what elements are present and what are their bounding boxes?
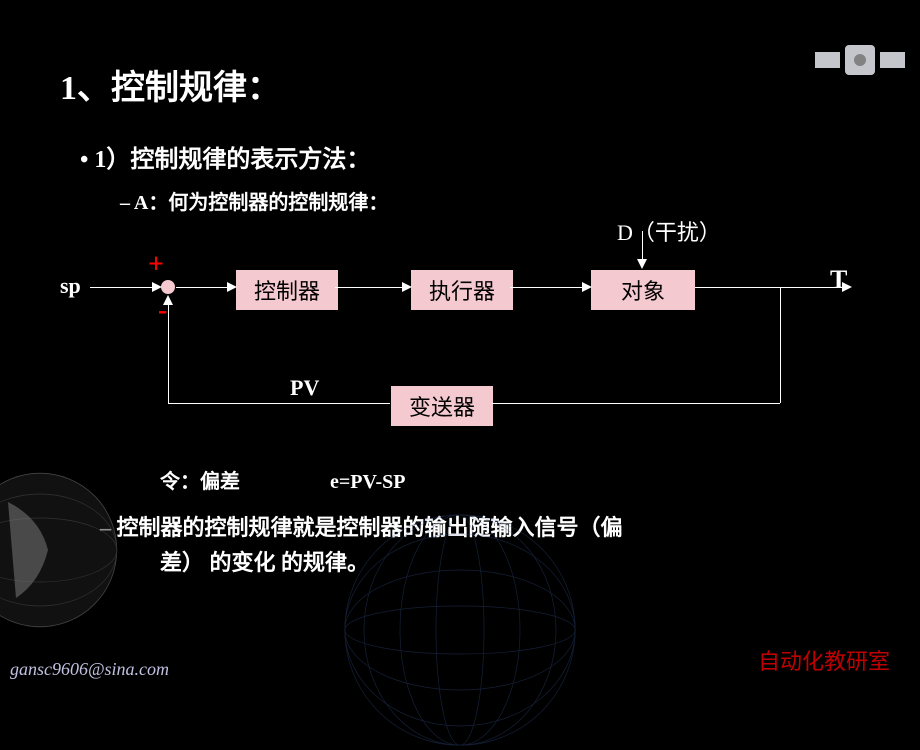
line bbox=[168, 297, 169, 403]
slide: 1、控制规律： • 1）控制规律的表示方法： – A：何为控制器的控制规律： s… bbox=[0, 0, 920, 690]
slide-title: 1、控制规律： bbox=[60, 60, 860, 109]
summing-junction bbox=[160, 279, 176, 295]
arrow-icon bbox=[842, 282, 852, 292]
wireframe-decoration bbox=[340, 510, 580, 750]
arrow-icon bbox=[637, 259, 647, 269]
arrow-icon bbox=[227, 282, 237, 292]
bullet-level-2: – A：何为控制器的控制规律： bbox=[120, 186, 860, 215]
line bbox=[168, 403, 390, 404]
transmitter-block: 变送器 bbox=[390, 385, 494, 427]
arrow-icon bbox=[402, 282, 412, 292]
globe-decoration-left bbox=[0, 470, 120, 630]
equation-line: 令：偏差 e=PV-SP bbox=[160, 465, 860, 494]
arrow-icon bbox=[582, 282, 592, 292]
line bbox=[780, 287, 781, 403]
line bbox=[335, 287, 410, 288]
footer-department: 自动化教研室 bbox=[758, 644, 890, 676]
equation-expr: e=PV-SP bbox=[330, 471, 405, 493]
pv-label: PV bbox=[290, 375, 319, 401]
line bbox=[90, 287, 160, 288]
footer-email: gansc9606@sina.com bbox=[10, 659, 169, 680]
equation-prefix: 令：偏差 bbox=[160, 471, 240, 493]
arrow-icon bbox=[152, 282, 162, 292]
line bbox=[695, 287, 850, 288]
satellite-decoration bbox=[810, 10, 910, 110]
actuator-block: 执行器 bbox=[410, 269, 514, 311]
plant-block: 对象 bbox=[590, 269, 696, 311]
line bbox=[510, 287, 590, 288]
sp-label: sp bbox=[60, 273, 81, 299]
line bbox=[492, 403, 780, 404]
arrow-icon bbox=[163, 295, 173, 305]
controller-block: 控制器 bbox=[235, 269, 339, 311]
disturbance-label: D（干扰） bbox=[617, 215, 721, 247]
plus-sign: + bbox=[148, 249, 164, 281]
bullet-level-1: • 1）控制规律的表示方法： bbox=[80, 139, 860, 174]
control-loop-diagram: sp + - D（干扰） T PV 控制器 执行器 对象 变送器 bbox=[60, 235, 860, 435]
